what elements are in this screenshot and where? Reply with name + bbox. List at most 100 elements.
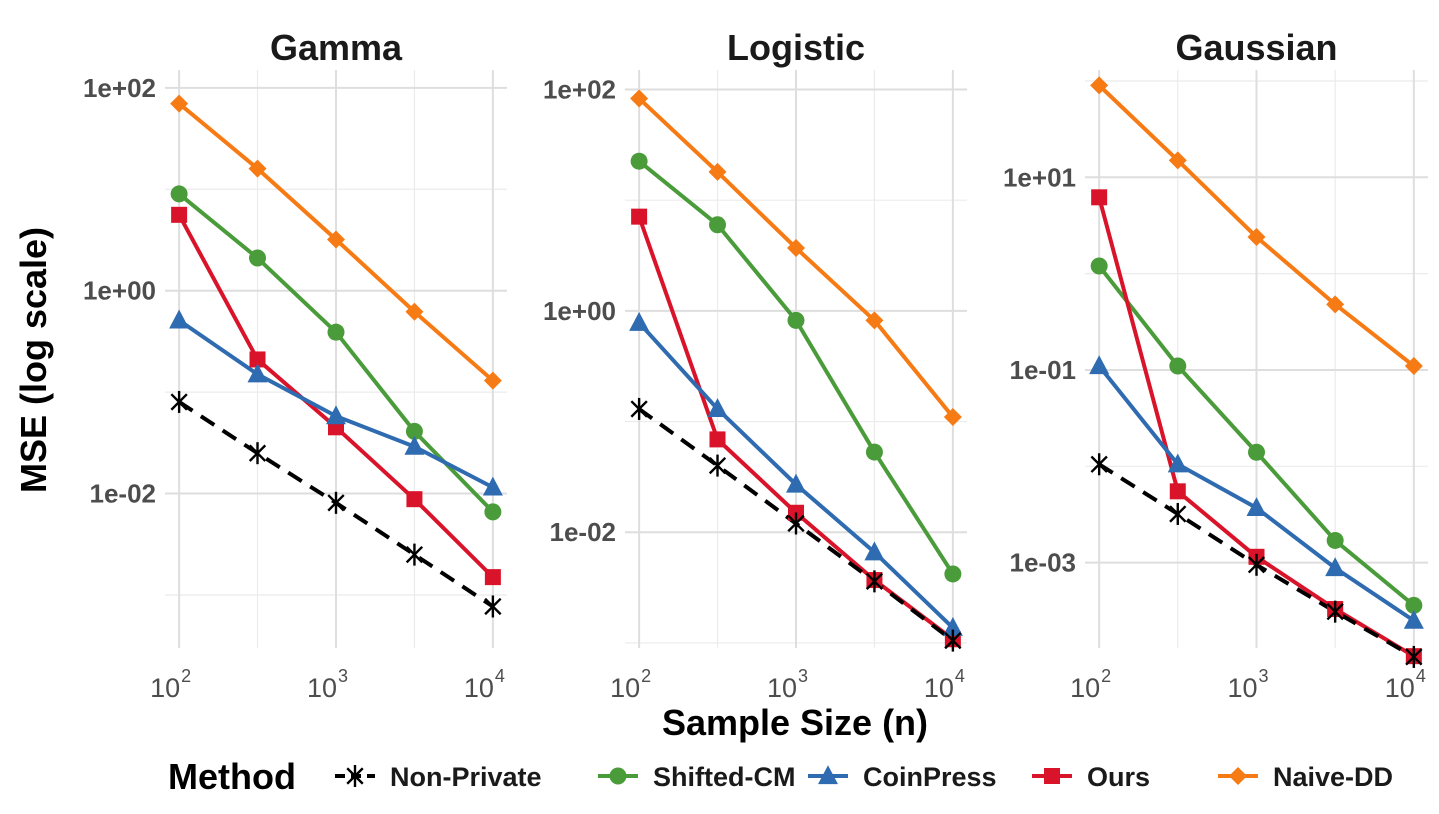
data-point-naive-dd (630, 89, 649, 108)
data-point-coinpress (404, 435, 425, 455)
data-point-non-private (708, 454, 727, 477)
legend-label: CoinPress (863, 762, 997, 792)
data-point-ours (709, 431, 726, 448)
data-point-naive-dd (405, 302, 424, 321)
data-point-ours (1169, 483, 1186, 500)
legend-label: Naive-DD (1273, 762, 1393, 792)
data-point-naive-dd (1168, 151, 1187, 170)
svg-text:3: 3 (338, 666, 348, 686)
svg-text:10: 10 (610, 673, 640, 703)
svg-text:10: 10 (924, 673, 954, 703)
data-point-coinpress (1403, 609, 1424, 629)
data-point-naive-dd (708, 162, 727, 181)
data-point-naive-dd (865, 311, 884, 330)
data-point-non-private (484, 595, 502, 618)
x-axis-title: Sample Size (n) (662, 702, 928, 743)
data-point-coinpress (1089, 355, 1110, 375)
legend-item-shifted-cm: Shifted-CM (598, 762, 795, 792)
x-tick-label: 10 2 (150, 666, 191, 703)
data-point-ours (484, 569, 501, 586)
legend-item-non-private: Non-Private (335, 762, 542, 792)
data-point-ours (1091, 189, 1108, 206)
legend: Method Non-Private Shifted-CM CoinPress Ours… (168, 756, 1393, 797)
data-point-non-private (248, 442, 267, 465)
y-tick-label: 1e+00 (83, 276, 156, 306)
svg-text:3: 3 (798, 666, 808, 686)
svg-text:4: 4 (1416, 666, 1426, 686)
data-point-non-private (327, 491, 345, 514)
data-point-naive-dd (170, 94, 189, 113)
svg-text:2: 2 (181, 666, 191, 686)
legend-key-marker (1044, 768, 1060, 784)
svg-text:10: 10 (1070, 673, 1100, 703)
y-tick-label: 1e-01 (1010, 355, 1077, 385)
data-point-coinpress (247, 363, 268, 383)
data-point-coinpress (707, 398, 728, 418)
x-tick-label: 10 4 (924, 666, 965, 703)
data-point-coinpress (169, 309, 190, 329)
data-point-shifted-cm (709, 216, 727, 234)
svg-text:10: 10 (1385, 673, 1415, 703)
data-point-naive-dd (483, 371, 502, 390)
data-point-coinpress (1325, 557, 1346, 577)
legend-key-marker (1229, 767, 1247, 785)
y-tick-label: 1e-03 (1010, 548, 1077, 578)
data-point-shifted-cm (327, 323, 345, 341)
svg-text:10: 10 (150, 673, 180, 703)
y-tick-label: 1e-02 (90, 479, 157, 509)
data-point-shifted-cm (630, 152, 648, 170)
data-point-coinpress (482, 476, 503, 496)
panel-title: Gamma (270, 27, 403, 68)
data-point-naive-dd (943, 407, 962, 426)
y-tick-label: 1e-02 (550, 517, 617, 547)
data-point-coinpress (1167, 453, 1188, 473)
data-point-coinpress (864, 541, 885, 561)
data-point-coinpress (942, 617, 963, 636)
legend-label: Ours (1087, 762, 1150, 792)
data-point-non-private (1247, 553, 1266, 576)
data-point-ours (406, 491, 423, 508)
data-point-non-private (944, 629, 962, 652)
legend-label: Non-Private (390, 762, 542, 792)
data-point-non-private (1090, 453, 1108, 476)
legend-item-naive-dd: Naive-DD (1218, 762, 1393, 792)
x-tick-label: 10 2 (1070, 666, 1111, 703)
svg-text:2: 2 (641, 666, 651, 686)
legend-item-ours: Ours (1032, 762, 1150, 792)
legend-key-marker (346, 765, 364, 787)
legend-label: Shifted-CM (653, 762, 795, 792)
data-point-naive-dd (1404, 356, 1423, 375)
data-point-shifted-cm (484, 503, 502, 521)
data-point-shifted-cm (1405, 596, 1423, 614)
data-point-shifted-cm (944, 565, 962, 583)
data-point-ours (631, 208, 648, 225)
data-point-naive-dd (1090, 76, 1109, 95)
svg-text:10: 10 (767, 673, 797, 703)
svg-text:3: 3 (1259, 666, 1269, 686)
data-point-shifted-cm (249, 249, 267, 267)
svg-text:4: 4 (955, 666, 965, 686)
x-tick-label: 10 4 (1385, 666, 1426, 703)
data-point-shifted-cm (787, 311, 805, 329)
data-point-non-private (1405, 645, 1423, 668)
data-point-naive-dd (327, 230, 345, 249)
x-tick-label: 10 3 (307, 666, 348, 703)
data-point-coinpress (786, 473, 806, 493)
y-tick-label: 1e+00 (543, 296, 616, 326)
data-point-naive-dd (1247, 228, 1266, 247)
x-tick-label: 10 2 (610, 666, 651, 703)
y-tick-label: 1e+02 (83, 73, 156, 103)
panel-title: Logistic (727, 27, 865, 68)
y-tick-label: 1e+02 (543, 74, 616, 104)
panel-title: Gaussian (1175, 27, 1337, 68)
svg-text:10: 10 (307, 673, 337, 703)
data-point-coinpress (1246, 497, 1267, 517)
data-point-non-private (170, 390, 188, 413)
data-point-non-private (405, 543, 424, 566)
data-point-shifted-cm (1090, 257, 1108, 275)
legend-key-marker (818, 765, 838, 785)
